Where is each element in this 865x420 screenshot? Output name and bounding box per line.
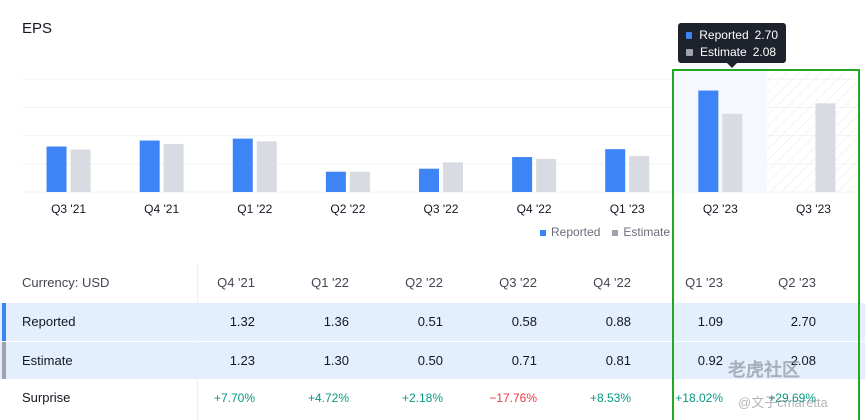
row-label: Reported bbox=[22, 314, 76, 329]
future-column-hatch bbox=[766, 68, 860, 192]
surprise-cell: −17.76% bbox=[489, 391, 537, 405]
estimate-bar[interactable] bbox=[722, 113, 743, 192]
x-tick-label: Q1 '22 bbox=[237, 202, 272, 216]
reported-bar[interactable] bbox=[698, 90, 719, 192]
chart-title: EPS bbox=[22, 20, 53, 37]
table-cell: 0.71 bbox=[511, 353, 537, 368]
x-tick-label: Q3 '23 bbox=[796, 202, 831, 216]
estimate-bar[interactable] bbox=[536, 158, 557, 192]
estimate-square-icon bbox=[612, 229, 619, 236]
table-cell: 2.70 bbox=[790, 314, 816, 329]
surprise-cell: +7.70% bbox=[213, 391, 255, 405]
table-cell: 0.92 bbox=[697, 353, 723, 368]
surprise-cell: +29.69% bbox=[768, 391, 816, 405]
watermark-text: 老虎社区 bbox=[728, 360, 800, 380]
currency-label: Currency: USD bbox=[22, 275, 110, 290]
surprise-cell: +8.53% bbox=[589, 391, 631, 405]
x-tick-label: Q3 '22 bbox=[424, 202, 459, 216]
reported-bar[interactable] bbox=[512, 157, 533, 192]
tooltip-value: 2.08 bbox=[752, 45, 777, 59]
x-tick-label: Q2 '22 bbox=[330, 202, 365, 216]
table-cell: 1.30 bbox=[323, 353, 349, 368]
table-header-row: Currency: USD Q4 '21 Q1 '22 Q2 '22 Q3 '2… bbox=[0, 263, 865, 303]
row-color-bar bbox=[2, 342, 6, 379]
row-label: Estimate bbox=[22, 353, 73, 368]
surprise-cell: +2.18% bbox=[401, 391, 443, 405]
table-cell: 1.23 bbox=[229, 353, 255, 368]
x-tick-label: Q2 '23 bbox=[703, 202, 738, 216]
chart-legend: Reported Estimate bbox=[540, 225, 670, 239]
legend-item-reported[interactable]: Reported bbox=[540, 225, 600, 239]
x-tick-label: Q1 '23 bbox=[610, 202, 645, 216]
reported-bar[interactable] bbox=[46, 146, 67, 192]
table-cell: 1.36 bbox=[323, 314, 349, 329]
table-cell: 0.81 bbox=[605, 353, 631, 368]
table-cell: 0.50 bbox=[417, 353, 443, 368]
column-divider bbox=[197, 263, 198, 420]
estimate-bar[interactable] bbox=[163, 143, 184, 192]
estimate-bar[interactable] bbox=[256, 141, 277, 192]
reported-bar[interactable] bbox=[605, 149, 626, 192]
table-cell: 0.58 bbox=[511, 314, 537, 329]
row-color-bar bbox=[2, 303, 6, 341]
table-cell: 1.32 bbox=[229, 314, 255, 329]
table-cell: 0.51 bbox=[417, 314, 443, 329]
x-tick-label: Q3 '21 bbox=[51, 202, 86, 216]
tooltip-row-estimate: Estimate 2.08 bbox=[686, 44, 778, 61]
surprise-cell: +4.72% bbox=[307, 391, 349, 405]
surprise-cell: +18.02% bbox=[675, 391, 723, 405]
tooltip-label: Reported bbox=[699, 28, 749, 42]
estimate-swatch-icon bbox=[686, 49, 693, 56]
table-row-surprise[interactable]: Surprise +7.70% +4.72% +2.18% −17.76% +8… bbox=[0, 379, 865, 417]
estimate-bar[interactable] bbox=[349, 171, 370, 192]
estimate-bar[interactable] bbox=[443, 162, 463, 192]
reported-bar[interactable] bbox=[419, 168, 439, 192]
eps-bar-chart: Q3 '21 Q4 '21 Q1 '22 Q2 '22 Q3 '22 Q4 '22 Q1 '… bbox=[22, 68, 860, 216]
column-header: Q1 '23 bbox=[685, 275, 723, 290]
row-label: Surprise bbox=[22, 390, 71, 405]
tooltip-value: 2.70 bbox=[754, 28, 778, 42]
column-header: Q1 '22 bbox=[311, 275, 349, 290]
x-tick-label: Q4 '21 bbox=[144, 202, 179, 216]
column-header: Q2 '23 bbox=[778, 275, 816, 290]
estimate-bar[interactable] bbox=[815, 103, 836, 192]
legend-label: Reported bbox=[551, 225, 601, 239]
reported-bar[interactable] bbox=[325, 171, 346, 192]
tooltip-row-reported: Reported 2.70 bbox=[686, 27, 778, 44]
column-header: Q3 '22 bbox=[499, 275, 537, 290]
table-cell: 1.09 bbox=[697, 314, 723, 329]
column-header: Q4 '21 bbox=[217, 275, 255, 290]
column-header: Q2 '22 bbox=[405, 275, 443, 290]
tooltip-label: Estimate bbox=[700, 45, 747, 59]
estimate-bar[interactable] bbox=[629, 155, 650, 192]
legend-item-estimate[interactable]: Estimate bbox=[612, 225, 670, 239]
reported-swatch-icon bbox=[686, 32, 693, 39]
highlight-column-background bbox=[673, 68, 767, 192]
estimate-bar[interactable] bbox=[70, 149, 91, 192]
table-row-estimate[interactable]: Estimate 1.23 1.30 0.50 0.71 0.81 0.92 2… bbox=[0, 341, 865, 379]
reported-square-icon bbox=[540, 229, 546, 236]
legend-label: Estimate bbox=[623, 225, 671, 239]
column-header: Q4 '22 bbox=[593, 275, 631, 290]
x-tick-label: Q4 '22 bbox=[517, 202, 552, 216]
value-tooltip: Reported 2.70 Estimate 2.08 bbox=[678, 23, 786, 68]
reported-bar[interactable] bbox=[139, 140, 160, 192]
watermark-handle: @文子cmaretta bbox=[738, 395, 828, 410]
reported-bar[interactable] bbox=[232, 138, 253, 192]
table-cell: 2.08 bbox=[790, 353, 816, 368]
table-row-reported[interactable]: Reported 1.32 1.36 0.51 0.58 0.88 1.09 2… bbox=[0, 303, 865, 341]
table-cell: 0.88 bbox=[605, 314, 631, 329]
